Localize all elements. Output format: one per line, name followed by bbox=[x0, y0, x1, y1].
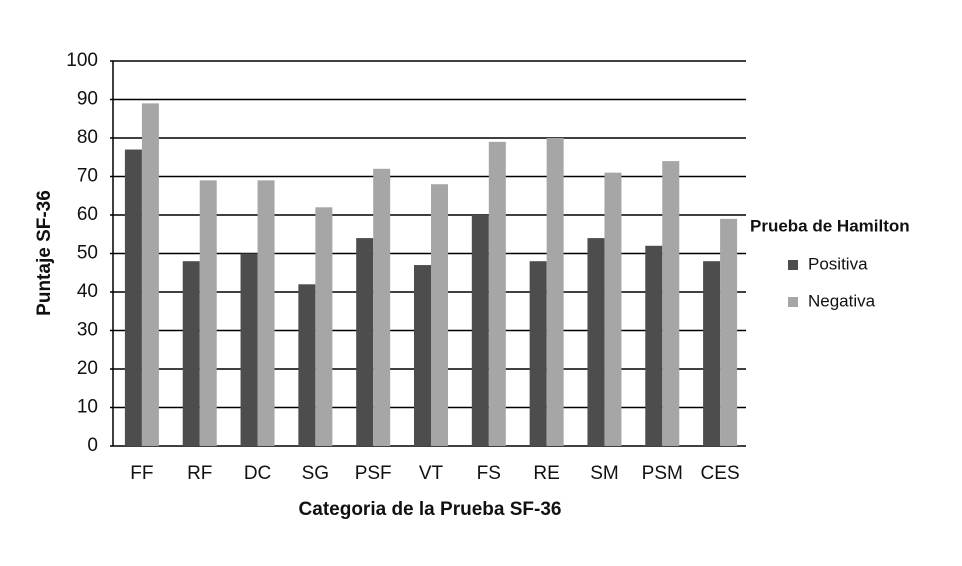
bar bbox=[720, 218, 738, 446]
x-tick-label: SM bbox=[590, 463, 619, 484]
bar bbox=[471, 215, 489, 446]
bar bbox=[124, 149, 142, 447]
bar bbox=[414, 265, 431, 446]
bar bbox=[662, 161, 680, 446]
bar bbox=[257, 180, 275, 446]
bar bbox=[199, 180, 217, 446]
x-tick-label: RE bbox=[533, 463, 559, 484]
x-tick-label: DC bbox=[244, 463, 271, 484]
bar bbox=[373, 168, 391, 447]
bar bbox=[141, 103, 159, 446]
x-axis-label: Categoria de la Prueba SF-36 bbox=[299, 499, 562, 520]
y-axis-label: Puntaje SF-36 bbox=[34, 190, 55, 316]
x-tick-label: PSM bbox=[642, 463, 683, 484]
bar bbox=[604, 172, 622, 446]
bar bbox=[529, 261, 547, 446]
y-tick-label: 40 bbox=[77, 281, 98, 302]
bar bbox=[315, 207, 333, 446]
y-tick-label: 30 bbox=[77, 320, 98, 341]
legend-title: Prueba de Hamilton bbox=[750, 216, 910, 235]
bar bbox=[703, 261, 721, 446]
y-tick-label: 10 bbox=[77, 397, 98, 418]
y-tick-label: 50 bbox=[77, 243, 98, 264]
bar bbox=[356, 238, 374, 446]
y-tick-label: 20 bbox=[77, 358, 98, 379]
bar bbox=[645, 245, 663, 446]
legend-label: Negativa bbox=[808, 291, 876, 310]
x-tick-label: SG bbox=[302, 463, 329, 484]
x-tick-label: FF bbox=[130, 463, 153, 484]
bar bbox=[431, 184, 448, 446]
legend-swatch bbox=[788, 297, 798, 307]
y-tick-label: 0 bbox=[87, 435, 98, 456]
y-tick-label: 100 bbox=[66, 50, 98, 71]
y-tick-label: 90 bbox=[77, 89, 98, 110]
bar bbox=[240, 253, 258, 446]
legend-label: Positiva bbox=[808, 254, 868, 273]
bar bbox=[587, 238, 605, 446]
x-tick-label: CES bbox=[701, 463, 740, 484]
x-tick-label: FS bbox=[477, 463, 501, 484]
x-tick-label: VT bbox=[419, 463, 444, 484]
bar bbox=[488, 141, 506, 446]
x-tick-label: RF bbox=[187, 463, 212, 484]
y-tick-label: 80 bbox=[77, 127, 98, 148]
bar bbox=[546, 138, 564, 446]
bar bbox=[182, 261, 200, 446]
y-tick-label: 60 bbox=[77, 204, 98, 225]
y-tick-label: 70 bbox=[77, 166, 98, 187]
legend-swatch bbox=[788, 260, 798, 270]
bar bbox=[298, 284, 316, 446]
x-tick-label: PSF bbox=[355, 463, 392, 484]
